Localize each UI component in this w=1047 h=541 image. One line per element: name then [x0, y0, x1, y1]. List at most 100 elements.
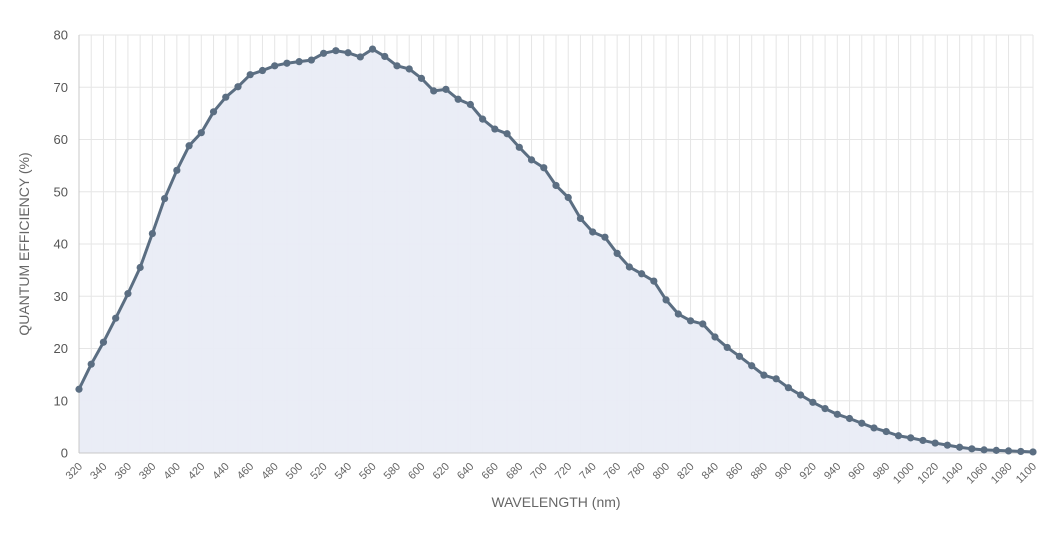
- y-tick-label: 70: [54, 80, 68, 95]
- data-point: [797, 391, 805, 399]
- data-point: [442, 85, 450, 93]
- data-point: [613, 249, 621, 258]
- y-tick-label: 60: [54, 132, 68, 147]
- data-point: [99, 338, 108, 346]
- x-tick-label: 1100: [1014, 461, 1039, 486]
- x-tick-label: 780: [626, 461, 647, 482]
- x-tick-label: 340: [88, 461, 109, 482]
- data-point: [552, 181, 560, 190]
- y-tick-label: 0: [61, 446, 68, 461]
- data-point: [772, 375, 780, 383]
- data-point: [307, 56, 315, 64]
- data-point: [992, 446, 1000, 454]
- x-tick-label: 520: [308, 461, 329, 482]
- qe-data-points: [75, 45, 1037, 456]
- data-point: [185, 142, 193, 150]
- x-tick-label: 600: [406, 461, 427, 482]
- data-point: [173, 166, 181, 174]
- x-tick-label: 960: [846, 461, 867, 482]
- data-point: [283, 59, 291, 67]
- data-point: [320, 49, 328, 57]
- data-point: [454, 95, 462, 103]
- data-point: [784, 384, 792, 392]
- data-point: [968, 445, 976, 453]
- x-axis-title: WAVELENGTH (nm): [491, 494, 620, 510]
- data-point: [1004, 447, 1013, 455]
- x-tick-label: 380: [137, 461, 158, 482]
- x-tick-label: 860: [724, 461, 745, 482]
- data-point: [699, 320, 707, 328]
- data-point: [503, 130, 511, 138]
- y-tick-label: 40: [54, 237, 68, 252]
- data-point: [601, 233, 609, 241]
- data-point: [75, 385, 83, 393]
- data-point: [882, 427, 890, 436]
- data-point: [381, 52, 389, 61]
- x-tick-label: 800: [651, 461, 672, 482]
- data-point: [417, 74, 426, 82]
- data-point: [980, 446, 988, 454]
- data-point: [124, 290, 132, 298]
- x-tick-label: 700: [528, 461, 549, 482]
- x-tick-label: 540: [333, 461, 354, 482]
- data-point: [650, 277, 658, 285]
- x-tick-label: 1000: [891, 461, 917, 487]
- data-point: [430, 87, 438, 95]
- data-point: [956, 443, 964, 451]
- x-tick-label: 440: [210, 461, 231, 482]
- x-tick-label: 760: [602, 461, 623, 482]
- y-axis-title: QUANTUM EFFICIENCY (%): [16, 152, 32, 335]
- x-axis-ticks: 320 340 360 380 400 420 440 460 480 500 520 540 560 5…: [64, 461, 1039, 487]
- data-point: [686, 317, 695, 325]
- x-tick-label: 1040: [940, 461, 966, 487]
- y-tick-label: 20: [54, 341, 68, 356]
- data-point: [136, 263, 144, 272]
- x-tick-label: 1060: [964, 461, 990, 487]
- data-point: [491, 125, 499, 133]
- data-point: [674, 310, 682, 318]
- x-tick-label: 740: [577, 461, 598, 482]
- x-tick-label: 320: [64, 461, 85, 482]
- data-point: [246, 71, 254, 79]
- data-point: [234, 83, 242, 91]
- data-point: [222, 93, 230, 101]
- y-tick-label: 80: [54, 28, 68, 43]
- x-tick-label: 400: [162, 461, 183, 482]
- data-point: [405, 65, 413, 73]
- data-point: [356, 53, 364, 61]
- x-tick-label: 580: [382, 461, 403, 482]
- data-point: [87, 360, 95, 368]
- x-tick-label: 920: [798, 461, 819, 482]
- data-point: [466, 100, 474, 109]
- x-tick-label: 460: [235, 461, 256, 482]
- data-point: [161, 194, 169, 203]
- x-tick-label: 1080: [989, 461, 1015, 487]
- data-point: [894, 432, 903, 440]
- data-point: [735, 352, 744, 360]
- data-point: [576, 214, 585, 222]
- data-point: [332, 47, 340, 55]
- x-tick-label: 900: [773, 461, 794, 482]
- data-point: [1029, 448, 1037, 456]
- x-tick-label: 620: [431, 461, 452, 482]
- x-tick-label: 940: [822, 461, 843, 482]
- x-tick-label: 360: [113, 461, 134, 482]
- data-point: [589, 228, 597, 236]
- x-tick-label: 1020: [915, 461, 941, 487]
- data-point: [748, 362, 756, 370]
- data-point: [515, 143, 523, 151]
- x-tick-label: 980: [871, 461, 892, 482]
- data-point: [271, 62, 279, 70]
- x-tick-label: 660: [480, 461, 501, 482]
- x-tick-label: 640: [455, 461, 476, 482]
- data-point: [393, 62, 401, 70]
- y-axis-ticks: 0 10 20 30 40 50 60 70 80: [54, 28, 68, 461]
- data-point: [540, 164, 548, 172]
- data-point: [625, 263, 633, 271]
- data-point: [943, 441, 951, 449]
- data-point: [723, 343, 731, 352]
- x-tick-label: 880: [749, 461, 770, 482]
- data-point: [662, 296, 670, 304]
- data-point: [919, 436, 927, 445]
